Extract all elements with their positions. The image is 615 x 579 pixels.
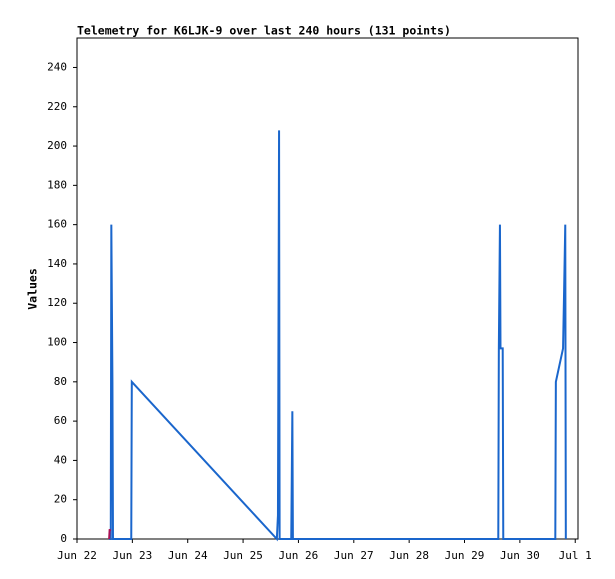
- x-tick-label: Jun 27: [334, 549, 374, 562]
- line-series: [108, 528, 112, 540]
- y-tick-label: 220: [47, 100, 67, 113]
- x-tick-label: Jun 26: [279, 549, 319, 562]
- y-tick-label: 20: [54, 493, 67, 506]
- x-tick-label: Jun 29: [445, 549, 485, 562]
- y-tick-label: 100: [47, 336, 67, 349]
- x-tick-label: Jun 25: [223, 549, 263, 562]
- x-tick-label: Jun 24: [168, 549, 208, 562]
- y-tick-label: 140: [47, 257, 67, 270]
- y-tick-label: 180: [47, 178, 67, 191]
- x-tick-label: Jun 23: [112, 549, 152, 562]
- y-axis-label: Values: [26, 268, 40, 310]
- y-tick-label: 120: [47, 296, 67, 309]
- line-series: [109, 130, 567, 542]
- y-tick-label: 60: [54, 414, 67, 427]
- y-tick-label: 240: [47, 60, 67, 73]
- y-tick-label: 160: [47, 218, 67, 231]
- x-tick-label: Jul 1: [559, 549, 592, 562]
- x-tick-label: Jun 22: [57, 549, 97, 562]
- y-tick-label: 40: [54, 453, 67, 466]
- x-tick-label: Jun 28: [389, 549, 429, 562]
- y-tick-label: 200: [47, 139, 67, 152]
- y-tick-label: 0: [60, 532, 67, 545]
- y-tick-label: 80: [54, 375, 67, 388]
- chart-title: Telemetry for K6LJK-9 over last 240 hour…: [77, 24, 451, 38]
- x-tick-label: Jun 30: [500, 549, 540, 562]
